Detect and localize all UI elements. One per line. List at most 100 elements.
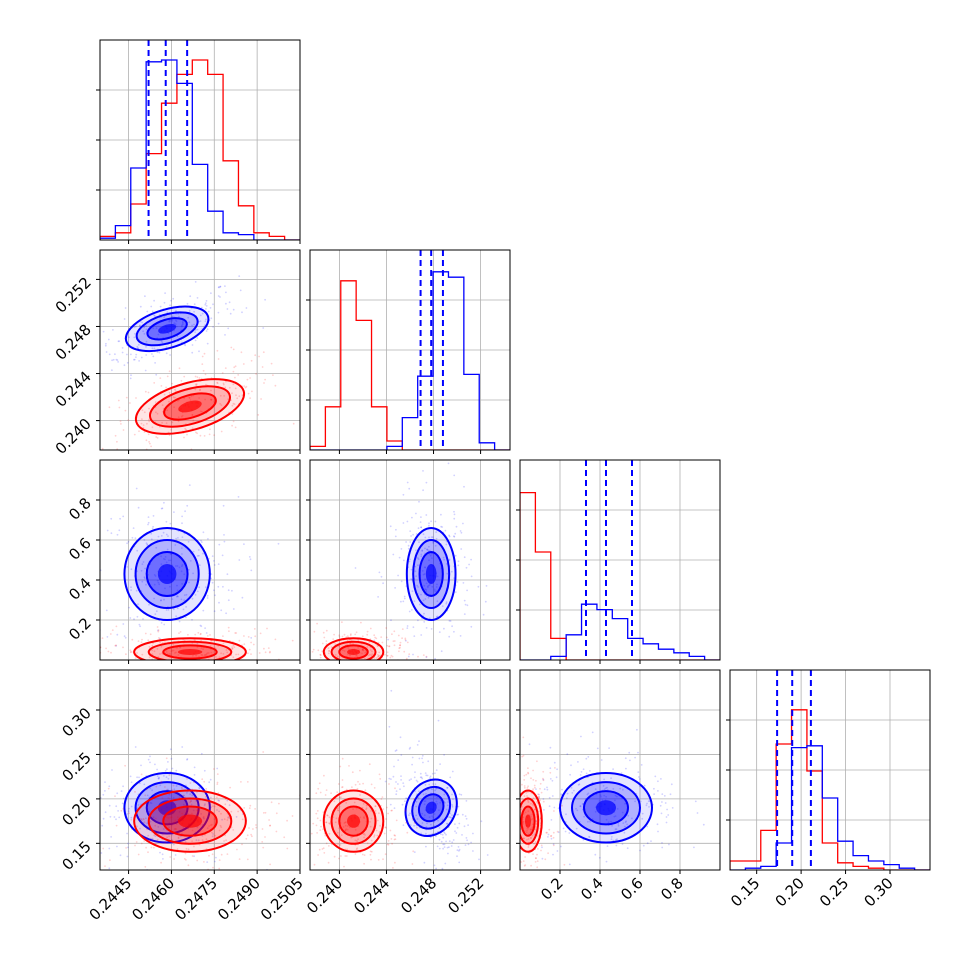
scatter-point bbox=[326, 814, 329, 817]
scatter-point bbox=[188, 397, 191, 399]
scatter-point bbox=[115, 625, 118, 628]
scatter-point bbox=[470, 841, 472, 844]
scatter-point bbox=[405, 657, 408, 660]
scatter-point bbox=[410, 778, 412, 780]
scatter-point bbox=[208, 433, 211, 436]
scatter-point bbox=[189, 295, 192, 298]
scatter-point bbox=[312, 822, 315, 825]
scatter-point bbox=[424, 598, 427, 600]
scatter-point bbox=[105, 351, 108, 353]
scatter-point bbox=[443, 793, 446, 796]
scatter-point bbox=[600, 759, 603, 761]
scatter-point bbox=[241, 311, 243, 314]
scatter-point bbox=[185, 428, 188, 431]
scatter-point bbox=[577, 761, 579, 763]
scatter-point bbox=[181, 812, 184, 815]
scatter-point bbox=[146, 310, 149, 313]
scatter-point bbox=[138, 776, 140, 779]
scatter-point bbox=[218, 867, 221, 870]
scatter-point bbox=[446, 846, 449, 849]
scatter-point bbox=[333, 661, 335, 663]
scatter-point bbox=[145, 346, 147, 348]
scatter-point bbox=[171, 789, 174, 792]
scatter-point bbox=[637, 771, 640, 773]
panel-3-0: 0.150.200.250.300.24450.24600.24750.2490… bbox=[47, 669, 307, 924]
scatter-point bbox=[417, 797, 420, 799]
scatter-point bbox=[440, 840, 443, 843]
scatter-point bbox=[164, 841, 167, 844]
scatter-point bbox=[147, 851, 149, 854]
scatter-point bbox=[439, 801, 442, 804]
scatter-point bbox=[237, 876, 239, 878]
scatter-point bbox=[428, 524, 430, 527]
scatter-point bbox=[160, 535, 163, 537]
scatter-point bbox=[518, 826, 520, 828]
scatter-point bbox=[209, 661, 211, 663]
scatter-point bbox=[378, 571, 381, 574]
scatter-point bbox=[148, 420, 151, 423]
scatter-point bbox=[210, 399, 213, 401]
scatter-point bbox=[306, 825, 308, 827]
scatter-point bbox=[133, 668, 135, 670]
panel-2-2 bbox=[516, 459, 721, 664]
scatter-point bbox=[511, 796, 513, 798]
scatter-point bbox=[326, 814, 329, 817]
panel-frame bbox=[309, 459, 511, 661]
scatter-point bbox=[348, 668, 350, 670]
scatter-point bbox=[355, 655, 357, 657]
scatter-point bbox=[394, 861, 396, 864]
scatter-point bbox=[365, 651, 367, 653]
scatter-point bbox=[415, 779, 418, 782]
scatter-point bbox=[148, 603, 150, 606]
scatter-point bbox=[422, 599, 425, 602]
y-tick-label: 0.4 bbox=[65, 574, 95, 604]
scatter-point bbox=[142, 427, 145, 429]
scatter-point bbox=[169, 320, 172, 322]
scatter-point bbox=[231, 413, 234, 415]
panel-content bbox=[310, 250, 510, 450]
scatter-point bbox=[200, 541, 203, 543]
scatter-point bbox=[616, 838, 618, 841]
scatter-point bbox=[424, 536, 427, 539]
scatter-point bbox=[203, 435, 206, 437]
scatter-point bbox=[233, 366, 236, 369]
scatter-point bbox=[219, 394, 222, 397]
scatter-point bbox=[133, 433, 136, 436]
scatter-point bbox=[193, 766, 196, 769]
scatter-point bbox=[216, 783, 219, 785]
scatter-point bbox=[460, 531, 463, 534]
scatter-point bbox=[134, 537, 137, 540]
scatter-point bbox=[457, 846, 460, 848]
scatter-point bbox=[152, 355, 155, 358]
scatter-point bbox=[642, 844, 645, 847]
y-tick-label: 0.30 bbox=[58, 704, 94, 740]
scatter-point bbox=[121, 802, 124, 805]
scatter-point bbox=[538, 793, 540, 796]
scatter-point bbox=[423, 800, 426, 803]
scatter-point bbox=[150, 661, 152, 663]
scatter-point bbox=[116, 792, 119, 795]
scatter-point bbox=[334, 870, 336, 872]
scatter-point bbox=[322, 847, 325, 850]
scatter-point bbox=[610, 820, 612, 823]
scatter-point bbox=[246, 781, 249, 783]
scatter-point bbox=[198, 350, 200, 353]
x-tick-label: 0.2445 bbox=[86, 874, 136, 924]
scatter-point bbox=[171, 315, 174, 318]
scatter-point bbox=[594, 853, 597, 856]
scatter-point bbox=[237, 496, 240, 498]
scatter-point bbox=[610, 838, 613, 841]
scatter-point bbox=[344, 855, 347, 857]
scatter-point bbox=[47, 746, 49, 748]
scatter-point bbox=[134, 830, 137, 833]
scatter-point bbox=[532, 769, 534, 772]
scatter-point bbox=[576, 809, 579, 812]
density-contour bbox=[123, 527, 211, 621]
scatter-point bbox=[232, 644, 235, 647]
scatter-point bbox=[221, 554, 224, 557]
scatter-point bbox=[344, 675, 346, 677]
scatter-point bbox=[373, 634, 376, 637]
scatter-point bbox=[117, 361, 119, 363]
scatter-point bbox=[374, 805, 377, 807]
scatter-point bbox=[549, 778, 552, 780]
